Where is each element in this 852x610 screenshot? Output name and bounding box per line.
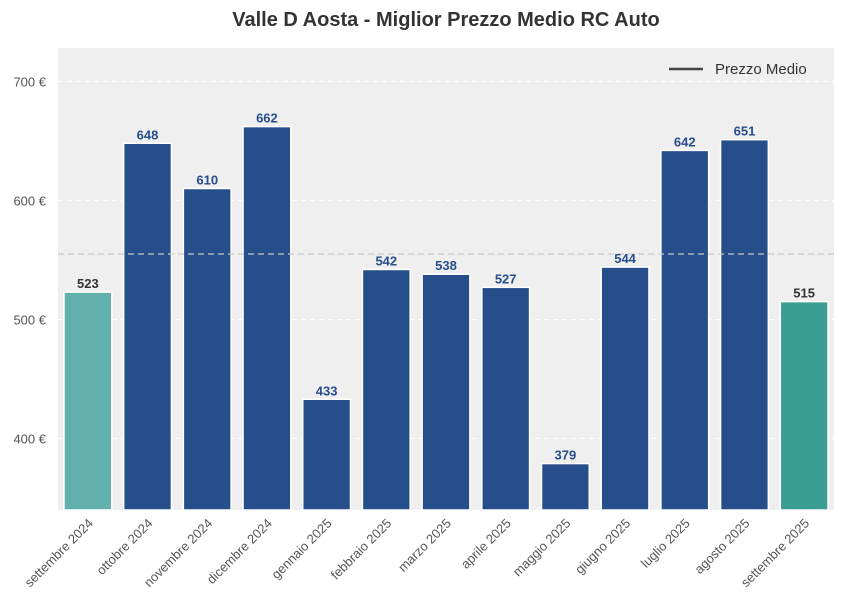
bar-value-label: 515: [793, 286, 815, 301]
bar-value-label: 651: [734, 124, 756, 139]
bar-value-label: 648: [137, 127, 159, 142]
bar: [600, 266, 650, 511]
y-tick-label: 600 €: [13, 193, 46, 208]
bar: [481, 286, 531, 511]
bars: [63, 125, 829, 511]
bar: [242, 125, 292, 511]
bar-value-label: 610: [196, 173, 218, 188]
x-tick-label: luglio 2025: [638, 516, 693, 571]
bar: [421, 273, 471, 511]
x-tick-label: aprile 2025: [458, 516, 514, 572]
bar: [660, 149, 710, 511]
value-labels: 523 648 610 662 433 542 538 527 379 544 642 651 515: [77, 111, 815, 463]
chart-title: Valle D Aosta - Miglior Prezzo Medio RC …: [232, 9, 659, 31]
x-tick-label: gennaio 2025: [268, 516, 334, 582]
x-tick-label: giugno 2025: [572, 516, 633, 577]
bar: [779, 300, 829, 511]
bar: [540, 462, 591, 511]
bar: [182, 187, 232, 511]
y-tick-label: 700 €: [13, 74, 46, 89]
legend-label: Prezzo Medio: [715, 61, 807, 78]
legend: Prezzo Medio: [669, 61, 807, 78]
bar: [719, 138, 770, 511]
bar-value-label: 433: [316, 383, 338, 398]
y-tick-label: 400 €: [13, 432, 46, 447]
x-tick-label: marzo 2025: [395, 516, 454, 575]
x-tick-label: settembre 2024: [21, 516, 95, 590]
x-tick-label: ottobre 2024: [93, 516, 155, 578]
bar: [361, 268, 411, 511]
x-tick-label: febbraio 2025: [328, 516, 395, 583]
x-tick-label: maggio 2025: [510, 516, 574, 580]
bar-value-label: 662: [256, 111, 278, 126]
bar-value-label: 527: [495, 271, 517, 286]
bar: [122, 142, 173, 511]
bar-value-label: 538: [435, 258, 457, 273]
bar: [301, 398, 352, 511]
y-axis-ticks: 400 € 500 € 600 € 700 €: [13, 74, 46, 446]
bar-value-label: 642: [674, 134, 696, 149]
bar-value-label: 542: [375, 253, 397, 268]
bar: [63, 291, 113, 511]
x-tick-label: agosto 2025: [691, 516, 752, 577]
bar-value-label: 523: [77, 276, 99, 291]
y-tick-label: 500 €: [13, 312, 46, 327]
bar-value-label: 544: [614, 251, 636, 266]
bar-value-label: 379: [555, 448, 577, 463]
